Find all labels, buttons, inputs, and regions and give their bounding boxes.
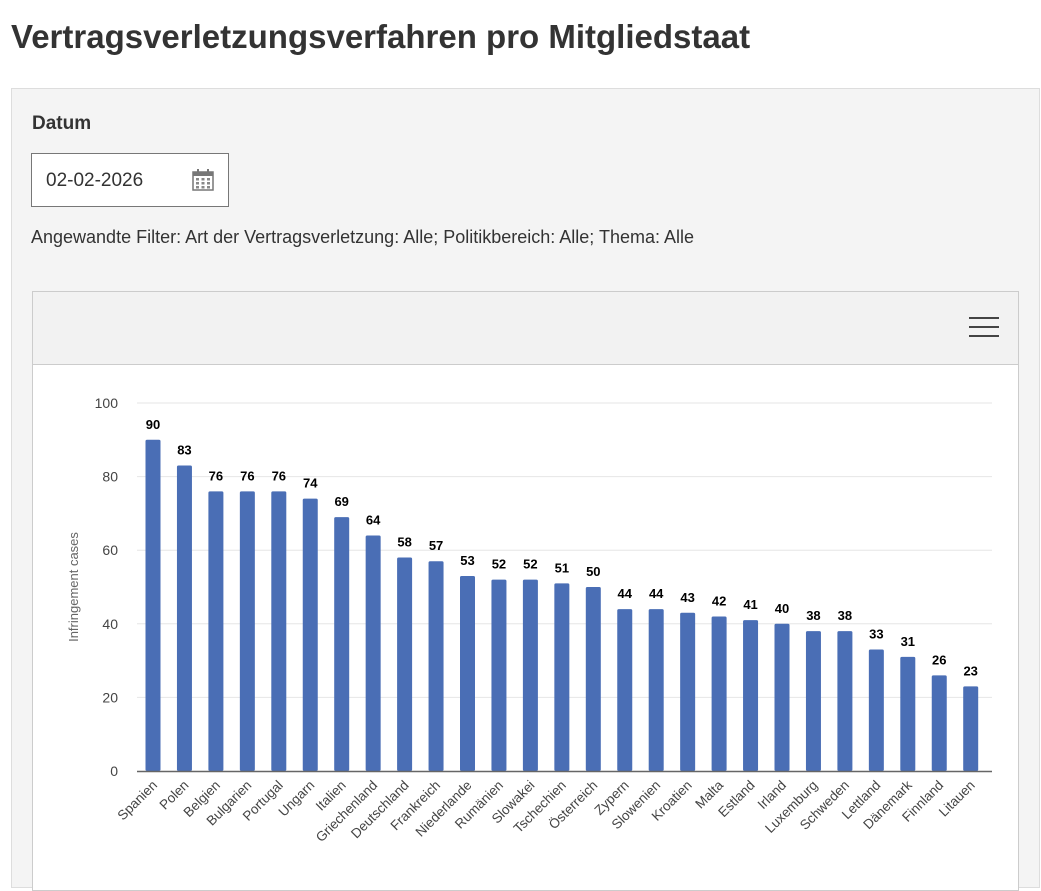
- bar-Italien: [334, 517, 350, 771]
- x-tick-label: Spanien: [114, 778, 160, 824]
- data-label: 44: [618, 586, 633, 601]
- bar-Finnland: [931, 675, 947, 771]
- data-label: 74: [303, 476, 318, 491]
- bar-Luxemburg: [805, 631, 821, 771]
- bar-Estland: [743, 620, 759, 771]
- page-title: Vertragsverletzungsverfahren pro Mitglie…: [11, 18, 751, 55]
- bar-Slowakei: [522, 579, 538, 771]
- bar-Portugal: [271, 491, 287, 771]
- bar-Polen: [176, 465, 192, 771]
- bar-Slowenien: [648, 609, 664, 771]
- data-label: 53: [460, 553, 474, 568]
- y-tick-label: 60: [102, 542, 118, 558]
- data-label: 57: [429, 538, 443, 553]
- bar-Bulgarien: [239, 491, 255, 771]
- bar-Irland: [774, 623, 790, 771]
- bar-Dänemark: [900, 656, 916, 771]
- data-label: 51: [555, 560, 569, 575]
- data-label: 43: [680, 590, 694, 605]
- bar-Österreich: [585, 587, 601, 771]
- y-tick-label: 40: [102, 616, 118, 632]
- y-tick-label: 0: [110, 763, 118, 779]
- bar-Litauen: [963, 686, 979, 771]
- bar-Zypern: [617, 609, 633, 771]
- y-tick-label: 20: [102, 689, 118, 705]
- bar-Belgien: [208, 491, 224, 771]
- bar-Frankreich: [428, 561, 444, 771]
- data-label: 26: [932, 652, 946, 667]
- hamburger-menu-icon[interactable]: [969, 317, 999, 339]
- bar-Malta: [711, 616, 727, 771]
- data-label: 40: [775, 601, 789, 616]
- data-label: 52: [492, 557, 506, 572]
- data-label: 50: [586, 564, 600, 579]
- bar-Griechenland: [365, 535, 381, 771]
- data-label: 52: [523, 557, 537, 572]
- data-label: 44: [649, 586, 664, 601]
- date-input[interactable]: 02-02-2026: [31, 153, 229, 207]
- y-axis-label: Infringement cases: [66, 532, 81, 642]
- data-label: 41: [743, 597, 757, 612]
- data-label: 76: [240, 468, 254, 483]
- data-label: 38: [838, 608, 852, 623]
- date-value: 02-02-2026: [46, 170, 144, 191]
- y-tick-label: 100: [95, 395, 119, 411]
- data-label: 58: [397, 535, 411, 550]
- data-label: 90: [146, 417, 160, 432]
- bar-Spanien: [145, 439, 161, 771]
- calendar-icon[interactable]: [192, 169, 214, 191]
- data-label: 76: [272, 468, 286, 483]
- data-label: 83: [177, 443, 191, 458]
- bar-Deutschland: [397, 557, 413, 771]
- data-label: 33: [869, 627, 883, 642]
- bar-Kroatien: [680, 612, 696, 771]
- x-tick-label: Ungarn: [275, 778, 317, 820]
- data-label: 38: [806, 608, 820, 623]
- bar-Niederlande: [460, 575, 475, 771]
- bar-Schweden: [837, 631, 853, 771]
- bar-Lettland: [868, 649, 884, 771]
- data-label: 31: [901, 634, 915, 649]
- data-label: 76: [209, 468, 223, 483]
- bar-Tschechien: [554, 583, 570, 771]
- x-tick-label: Litauen: [936, 778, 978, 820]
- date-label: Datum: [32, 113, 92, 134]
- y-tick-label: 80: [102, 469, 118, 485]
- bar-Rumänien: [491, 579, 507, 771]
- bar-Ungarn: [302, 498, 318, 771]
- data-label: 69: [334, 494, 348, 509]
- data-label: 23: [963, 663, 977, 678]
- chart-header: [33, 292, 1018, 365]
- data-label: 64: [366, 512, 381, 527]
- applied-filters: Angewandte Filter: Art der Vertragsverle…: [31, 227, 695, 247]
- data-label: 42: [712, 593, 726, 608]
